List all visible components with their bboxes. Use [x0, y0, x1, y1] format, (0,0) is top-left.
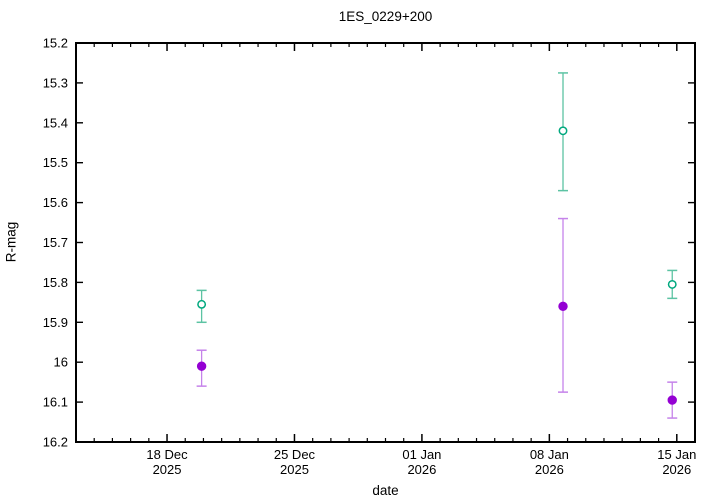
- data-point-marker: [667, 279, 677, 289]
- x-tick-label: 2025: [153, 462, 182, 477]
- data-point-marker: [196, 361, 207, 371]
- y-tick-label: 16.2: [43, 435, 68, 450]
- chart-title: 1ES_0229+200: [338, 9, 433, 24]
- y-tick-label: 15.7: [43, 235, 68, 250]
- data-point-marker: [667, 395, 677, 405]
- y-tick-label: 15.5: [43, 155, 68, 170]
- y-tick-label: 15.4: [43, 115, 68, 130]
- y-tick-label: 15.6: [43, 195, 68, 210]
- y-tick-label: 15.9: [43, 315, 68, 330]
- y-tick-label: 16: [54, 355, 68, 370]
- y-tick-label: 16.1: [43, 395, 68, 410]
- x-axis-label: date: [372, 483, 399, 498]
- x-tick-label: 25 Dec: [274, 447, 316, 462]
- x-tick-label: 2026: [407, 462, 436, 477]
- data-point-marker: [558, 301, 568, 312]
- plot-border: [75, 42, 696, 443]
- y-tick-label: 15.2: [43, 36, 68, 51]
- data-point-marker: [558, 126, 568, 136]
- x-tick-label: 2025: [280, 462, 309, 477]
- x-tick-label: 08 Jan: [530, 447, 569, 462]
- x-tick-label: 01 Jan: [402, 447, 441, 462]
- x-tick-label: 2026: [662, 462, 691, 477]
- y-tick-label: 15.3: [43, 75, 68, 90]
- x-tick-label: 15 Jan: [657, 447, 696, 462]
- data-point-marker: [197, 299, 207, 309]
- x-tick-label: 18 Dec: [146, 447, 188, 462]
- y-tick-label: 15.8: [43, 275, 68, 290]
- x-tick-label: 2026: [535, 462, 564, 477]
